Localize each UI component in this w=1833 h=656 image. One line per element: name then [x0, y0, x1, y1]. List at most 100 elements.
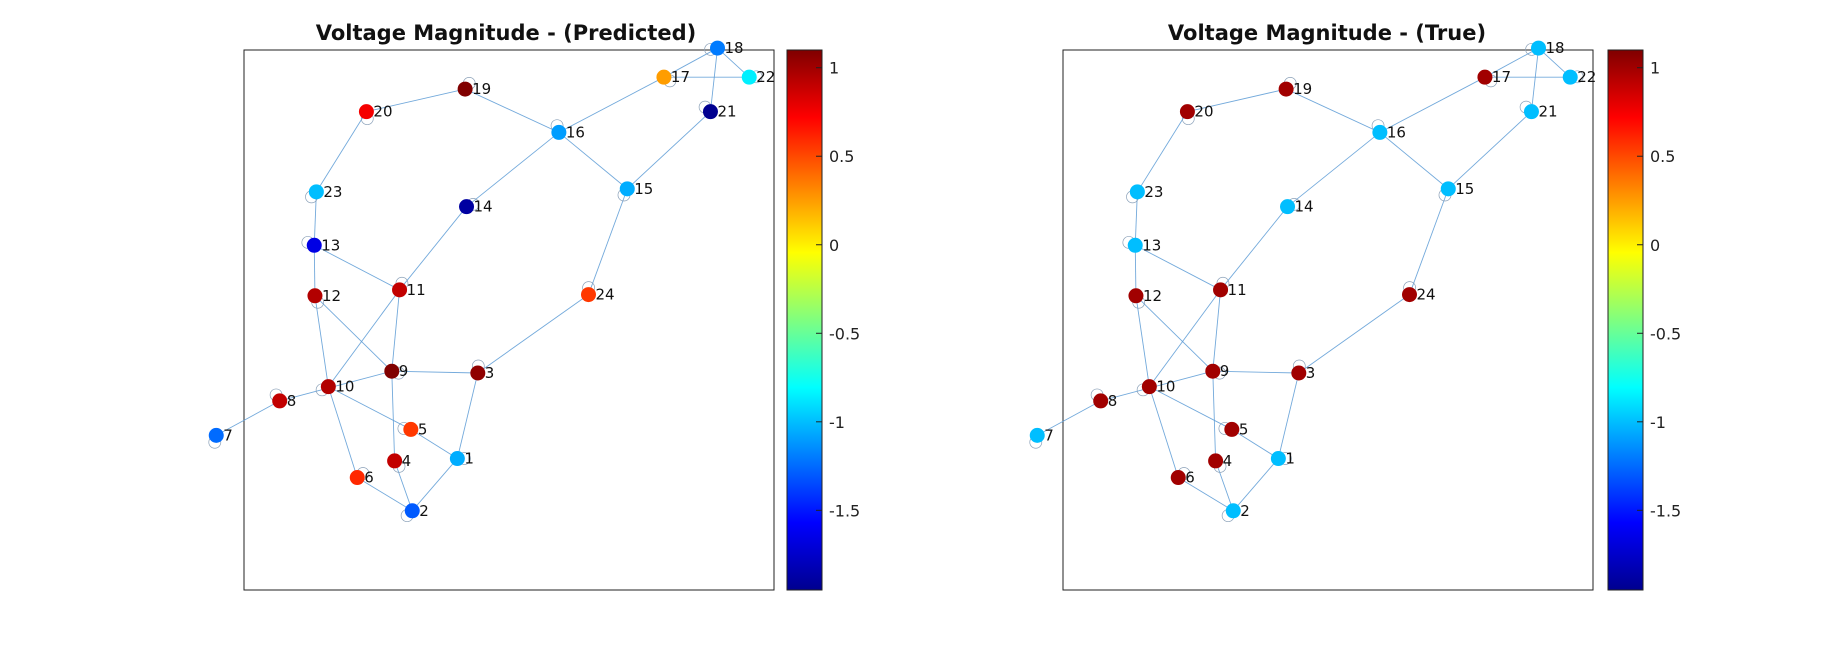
node-11 — [1213, 282, 1229, 298]
node-21 — [1523, 104, 1539, 120]
node-6 — [1170, 470, 1186, 486]
node-23 — [1129, 184, 1145, 200]
node-label-9: 9 — [399, 362, 409, 380]
node-label-9: 9 — [1220, 362, 1230, 380]
edge-5-10 — [328, 386, 412, 430]
node-22 — [1562, 69, 1578, 85]
colorbar-tick-label: 1 — [829, 59, 839, 78]
edge-2-6 — [357, 477, 413, 512]
edge-15-21 — [1447, 111, 1532, 190]
node-label-10: 10 — [335, 378, 354, 396]
node-10 — [1141, 379, 1157, 395]
node-label-1: 1 — [464, 450, 474, 468]
node-17 — [1477, 69, 1493, 85]
node-label-21: 21 — [1538, 103, 1557, 121]
edge-16-17 — [1379, 76, 1486, 133]
edge-11-13 — [1135, 244, 1221, 291]
node-label-11: 11 — [1228, 281, 1247, 299]
edge-1-5 — [1231, 429, 1279, 459]
node-20 — [1179, 104, 1195, 120]
node-label-20: 20 — [373, 103, 392, 121]
node-1 — [449, 451, 465, 467]
node-label-14: 14 — [474, 198, 493, 216]
node-11 — [392, 282, 408, 298]
node-label-5: 5 — [418, 420, 428, 438]
node-18 — [710, 40, 726, 56]
node-label-20: 20 — [1194, 103, 1213, 121]
node-9 — [384, 363, 400, 379]
node-13 — [1127, 237, 1143, 253]
colorbar-ticks: 1 0.5 0 -0.5 -1 -1.5 — [816, 59, 860, 520]
node-2 — [404, 503, 420, 519]
edge-9-11 — [391, 289, 400, 372]
edge-3-24 — [477, 294, 589, 374]
node-15 — [619, 181, 635, 197]
edge-14-16 — [1287, 132, 1381, 208]
colorbar: 1 0.5 0 -0.5 -1 -1.5 — [1607, 49, 1681, 591]
edge-15-24 — [588, 188, 628, 295]
edge-18-21 — [710, 48, 718, 112]
node-label-6: 6 — [364, 469, 374, 487]
node-8 — [272, 393, 288, 409]
chart-title: Voltage Magnitude - (True) — [1168, 21, 1486, 45]
node-label-13: 13 — [1142, 236, 1161, 254]
node-5 — [403, 421, 419, 437]
node-label-15: 15 — [1455, 180, 1474, 198]
edge-11-13 — [314, 244, 400, 291]
node-label-12: 12 — [1143, 287, 1162, 305]
edge-16-19 — [1285, 88, 1381, 133]
node-label-3: 3 — [1306, 364, 1316, 382]
node-label-24: 24 — [1416, 286, 1435, 304]
node-label-11: 11 — [407, 281, 426, 299]
colorbar-tick-label: -1.5 — [829, 501, 860, 520]
colorbar-ticks: 1 0.5 0 -0.5 -1 -1.5 — [1637, 59, 1681, 520]
plot-frame — [243, 49, 775, 591]
edge-4-9 — [391, 371, 396, 461]
colorbar-tick-label: -1 — [829, 413, 845, 432]
edge-1-2 — [411, 458, 458, 512]
edge-17-18 — [663, 47, 718, 78]
node-label-6: 6 — [1185, 469, 1195, 487]
node-15 — [1440, 181, 1456, 197]
edge-12-13 — [313, 245, 316, 296]
node-8 — [1093, 393, 1109, 409]
colorbar-tick-label: 0.5 — [829, 147, 854, 166]
node-7 — [208, 427, 224, 443]
edge-6-10 — [1148, 386, 1179, 478]
edge-16-19 — [464, 88, 560, 133]
edge-15-16 — [558, 132, 628, 190]
node-label-16: 16 — [566, 123, 585, 141]
colorbar-tick-label: -1 — [1650, 413, 1666, 432]
colorbar-tick-label: 0 — [1650, 236, 1660, 255]
node-4 — [387, 453, 403, 469]
edge-19-20 — [366, 88, 466, 113]
edge-15-21 — [626, 111, 711, 190]
node-10 — [320, 379, 336, 395]
node-label-18: 18 — [1546, 39, 1565, 57]
node-label-8: 8 — [287, 392, 297, 410]
node-label-22: 22 — [756, 68, 775, 86]
chart-predicted: Voltage Magnitude - (Predicted) 12345678… — [208, 21, 860, 591]
node-label-8: 8 — [1108, 392, 1118, 410]
colorbar-tick-label: 1 — [1650, 59, 1660, 78]
node-label-17: 17 — [1492, 68, 1511, 86]
edge-2-4 — [1215, 460, 1234, 511]
node-label-3: 3 — [485, 364, 495, 382]
node-label-13: 13 — [321, 236, 340, 254]
node-label-19: 19 — [472, 80, 491, 98]
edge-11-14 — [1220, 206, 1288, 291]
node-16 — [1372, 124, 1388, 140]
node-label-2: 2 — [1240, 502, 1250, 520]
node-14 — [1280, 199, 1296, 215]
node-22 — [741, 69, 757, 85]
edge-1-3 — [456, 372, 479, 459]
edge-10-12 — [314, 295, 329, 387]
edge-12-13 — [1134, 245, 1137, 296]
edge-9-12 — [314, 295, 393, 372]
colorbar-tick-label: 0.5 — [1650, 147, 1675, 166]
edge-18-21 — [1531, 48, 1539, 112]
node-5 — [1224, 421, 1240, 437]
node-7 — [1029, 427, 1045, 443]
